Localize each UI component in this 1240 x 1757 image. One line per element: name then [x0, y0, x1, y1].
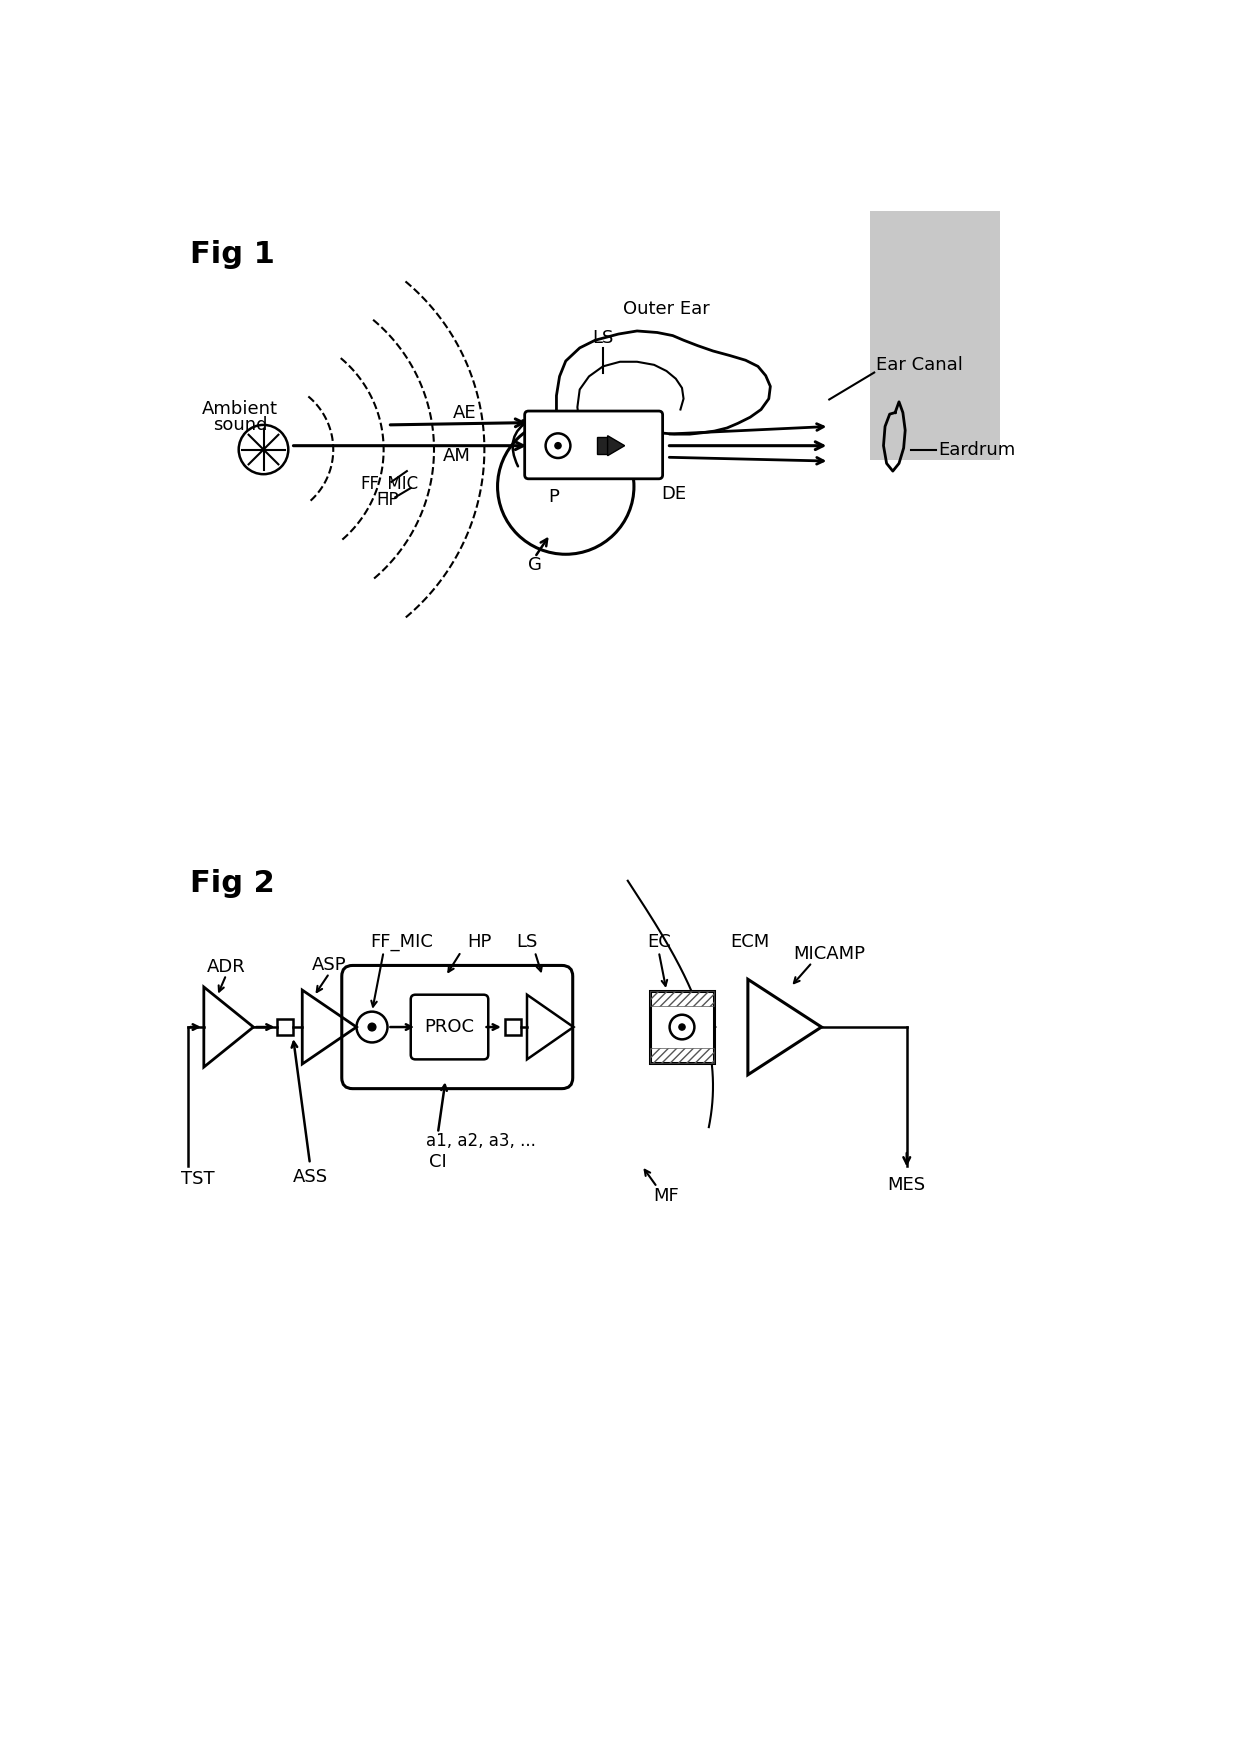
Text: P: P — [548, 488, 559, 506]
Text: HP: HP — [466, 933, 491, 951]
Text: Eardrum: Eardrum — [937, 441, 1016, 459]
Circle shape — [680, 1024, 684, 1030]
Polygon shape — [870, 165, 999, 460]
Text: Outer Ear: Outer Ear — [624, 300, 709, 318]
Text: Ambient: Ambient — [202, 401, 278, 418]
Text: ASP: ASP — [312, 956, 347, 975]
Text: TST: TST — [181, 1170, 215, 1188]
Text: Ear Canal: Ear Canal — [875, 357, 962, 374]
Circle shape — [556, 443, 560, 448]
Text: a1, a2, a3, ...: a1, a2, a3, ... — [425, 1132, 536, 1151]
Text: EC: EC — [647, 933, 671, 951]
Text: MICAMP: MICAMP — [794, 945, 866, 963]
Text: MF: MF — [653, 1188, 680, 1205]
Text: Fig 1: Fig 1 — [190, 241, 275, 269]
Text: G: G — [528, 555, 542, 575]
Text: HP: HP — [376, 490, 398, 508]
Text: AM: AM — [444, 446, 471, 464]
Text: Fig 2: Fig 2 — [190, 870, 274, 898]
Text: PROC: PROC — [424, 1017, 475, 1037]
Text: CI: CI — [429, 1153, 446, 1170]
Circle shape — [368, 1023, 376, 1031]
Text: AE: AE — [453, 404, 477, 422]
Text: ECM: ECM — [730, 933, 770, 951]
Polygon shape — [596, 437, 608, 453]
Text: FF_MIC: FF_MIC — [370, 933, 433, 951]
Text: sound: sound — [213, 416, 268, 434]
FancyBboxPatch shape — [525, 411, 662, 480]
Text: ADR: ADR — [207, 958, 246, 975]
Text: DE: DE — [662, 485, 687, 503]
Text: ASS: ASS — [293, 1168, 327, 1186]
Polygon shape — [608, 436, 625, 455]
Text: MES: MES — [888, 1175, 926, 1195]
Polygon shape — [650, 991, 714, 1063]
Text: FF_MIC: FF_MIC — [361, 474, 419, 494]
Text: LS: LS — [516, 933, 538, 951]
Text: LS: LS — [593, 329, 614, 346]
